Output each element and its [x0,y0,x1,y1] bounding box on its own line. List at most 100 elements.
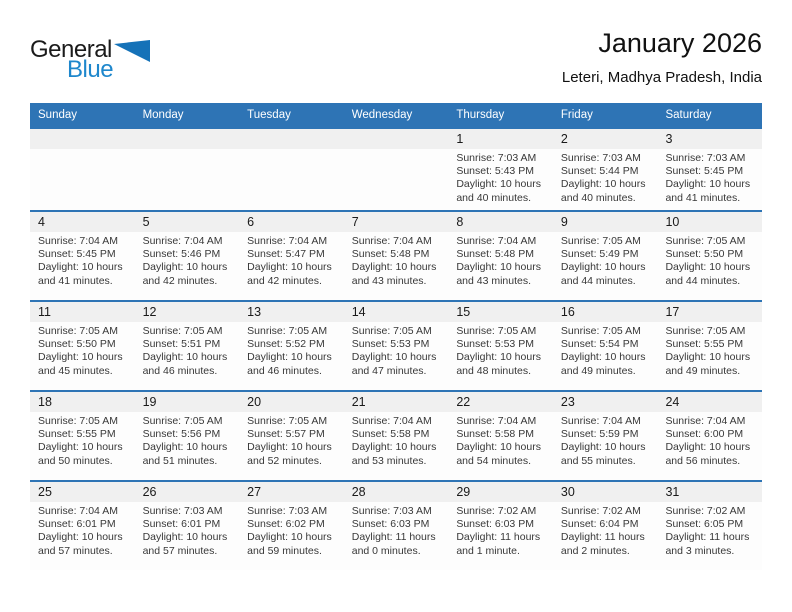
sunset-line: Sunset: 6:00 PM [665,428,744,441]
day-details: Sunrise: 7:04 AM Sunset: 5:48 PM Daylight:… [352,232,444,288]
empty-day-cell [30,129,135,210]
daylight-line: Daylight: 10 hours and 52 minutes. [247,441,332,467]
title-block: January 2026 Leteri, Madhya Pradesh, Ind… [562,28,762,86]
day-details: Sunrise: 7:05 AM Sunset: 5:53 PM Daylight:… [456,322,548,378]
calendar-grid: Sunday Monday Tuesday Wednesday Thursday Frid… [30,103,762,570]
weekday-header-sunday: Sunday [38,109,78,121]
daylight-line: Daylight: 10 hours and 53 minutes. [351,441,437,467]
sunset-line: Sunset: 5:53 PM [456,338,534,351]
sunset-line: Sunset: 6:03 PM [456,518,534,531]
day-number: 5 [142,215,150,229]
sunset-line: Sunset: 5:50 PM [38,338,116,351]
daylight-line: Daylight: 10 hours and 48 minutes. [456,351,541,377]
day-details: Sunrise: 7:03 AM Sunset: 6:01 PM Daylight:… [143,502,235,558]
day-number: 26 [142,485,157,499]
sunrise-line: Sunrise: 7:05 AM [142,415,223,427]
daylight-line: Daylight: 11 hours and 0 minutes. [351,531,436,557]
sunset-line: Sunset: 5:58 PM [351,428,430,441]
day-number: 19 [142,395,157,409]
sunrise-line: Sunrise: 7:05 AM [38,325,118,337]
daylight-line: Daylight: 10 hours and 57 minutes. [38,531,123,557]
sunset-line: Sunset: 5:53 PM [351,338,430,351]
week-row: 1 Sunrise: 7:03 AM Sunset: 5:43 PM Daylight… [30,127,762,210]
weekday-header-wednesday: Wednesday [351,109,413,121]
daylight-line: Daylight: 11 hours and 3 minutes. [665,531,750,557]
day-details: Sunrise: 7:04 AM Sunset: 6:00 PM Daylight:… [665,412,757,468]
daylight-line: Daylight: 10 hours and 40 minutes. [560,178,646,204]
sunset-line: Sunset: 5:46 PM [142,248,221,261]
day-cell-26: 26 Sunrise: 7:03 AM Sunset: 6:01 PM Dayligh… [135,482,240,570]
logo-text-general: General [30,36,112,63]
day-cell-16: 16 Sunrise: 7:05 AM Sunset: 5:54 PM Dayligh… [553,302,658,390]
sunset-line: Sunset: 5:56 PM [142,428,221,441]
daylight-line: Daylight: 10 hours and 47 minutes. [351,351,437,377]
sunrise-line: Sunrise: 7:04 AM [142,235,223,247]
day-details: Sunrise: 7:04 AM Sunset: 5:47 PM Daylight:… [247,232,339,288]
day-number: 20 [247,395,262,409]
sunrise-line: Sunrise: 7:04 AM [351,415,432,427]
sunrise-line: Sunrise: 7:03 AM [247,505,328,517]
day-cell-9: 9 Sunrise: 7:05 AM Sunset: 5:49 PM Daylight… [553,212,658,300]
sunset-line: Sunset: 5:55 PM [38,428,116,441]
day-cell-1: 1 Sunrise: 7:03 AM Sunset: 5:43 PM Daylight… [448,129,553,210]
daylight-line: Daylight: 10 hours and 41 minutes. [665,178,751,204]
sunrise-line: Sunrise: 7:03 AM [665,152,746,164]
daylight-line: Daylight: 10 hours and 43 minutes. [351,261,437,287]
sunset-line: Sunset: 5:49 PM [560,248,639,261]
day-number: 2 [560,132,568,146]
day-number: 9 [560,215,568,229]
day-cell-21: 21 Sunrise: 7:04 AM Sunset: 5:58 PM Dayligh… [344,392,449,480]
daylight-line: Daylight: 10 hours and 57 minutes. [142,531,228,557]
day-details: Sunrise: 7:03 AM Sunset: 6:02 PM Daylight:… [247,502,339,558]
day-number: 16 [560,305,575,319]
day-number: 8 [456,215,464,229]
daylight-line: Daylight: 10 hours and 42 minutes. [247,261,332,287]
sunset-line: Sunset: 6:03 PM [351,518,430,531]
day-details: Sunrise: 7:03 AM Sunset: 5:44 PM Daylight:… [561,149,653,205]
day-details: Sunrise: 7:05 AM Sunset: 5:52 PM Daylight:… [247,322,339,378]
daylight-line: Daylight: 10 hours and 44 minutes. [560,261,646,287]
day-details: Sunrise: 7:02 AM Sunset: 6:05 PM Daylight:… [665,502,757,558]
sunrise-line: Sunrise: 7:02 AM [665,505,746,517]
sunrise-line: Sunrise: 7:05 AM [456,325,537,337]
day-details: Sunrise: 7:05 AM Sunset: 5:55 PM Daylight:… [38,412,130,468]
day-number: 22 [456,395,471,409]
sunrise-line: Sunrise: 7:02 AM [456,505,537,517]
sunrise-line: Sunrise: 7:05 AM [142,325,223,337]
sunset-line: Sunset: 6:02 PM [247,518,325,531]
weekday-header-monday: Monday [142,109,184,121]
daylight-line: Daylight: 10 hours and 43 minutes. [456,261,541,287]
day-number: 11 [38,305,51,319]
daylight-line: Daylight: 10 hours and 46 minutes. [247,351,332,377]
sunrise-line: Sunrise: 7:04 AM [665,415,746,427]
sunrise-line: Sunrise: 7:04 AM [247,235,328,247]
sunrise-line: Sunrise: 7:04 AM [38,235,118,247]
day-details: Sunrise: 7:02 AM Sunset: 6:04 PM Daylight:… [561,502,653,558]
sunrise-line: Sunrise: 7:03 AM [560,152,641,164]
day-cell-18: 18 Sunrise: 7:05 AM Sunset: 5:55 PM Dayligh… [30,392,135,480]
day-cell-20: 20 Sunrise: 7:05 AM Sunset: 5:57 PM Dayligh… [239,392,344,480]
sunset-line: Sunset: 6:05 PM [665,518,744,531]
day-details: Sunrise: 7:05 AM Sunset: 5:51 PM Daylight:… [143,322,235,378]
weekday-header-thursday: Thursday [456,109,505,121]
calendar-weeks: 1 Sunrise: 7:03 AM Sunset: 5:43 PM Daylight… [30,127,762,570]
day-details: Sunrise: 7:05 AM Sunset: 5:54 PM Daylight:… [561,322,653,378]
day-cell-22: 22 Sunrise: 7:04 AM Sunset: 5:58 PM Dayligh… [448,392,553,480]
daylight-line: Daylight: 11 hours and 2 minutes. [560,531,645,557]
day-cell-25: 25 Sunrise: 7:04 AM Sunset: 6:01 PM Dayligh… [30,482,135,570]
sunrise-line: Sunrise: 7:04 AM [351,235,432,247]
day-number: 27 [247,485,262,499]
day-cell-8: 8 Sunrise: 7:04 AM Sunset: 5:48 PM Daylight… [448,212,553,300]
sunset-line: Sunset: 5:51 PM [142,338,221,351]
day-cell-15: 15 Sunrise: 7:05 AM Sunset: 5:53 PM Dayligh… [448,302,553,390]
sunset-line: Sunset: 5:54 PM [560,338,639,351]
day-number: 7 [351,215,359,229]
day-details: Sunrise: 7:04 AM Sunset: 5:46 PM Daylight:… [143,232,235,288]
day-number: 12 [142,305,157,319]
sunset-line: Sunset: 5:50 PM [665,248,744,261]
day-details: Sunrise: 7:05 AM Sunset: 5:50 PM Daylight:… [38,322,130,378]
daylight-line: Daylight: 10 hours and 54 minutes. [456,441,541,467]
day-cell-31: 31 Sunrise: 7:02 AM Sunset: 6:05 PM Dayligh… [657,482,762,570]
day-details: Sunrise: 7:04 AM Sunset: 5:45 PM Daylight:… [38,232,130,288]
weekday-header-row: Sunday Monday Tuesday Wednesday Thursday Frid… [30,103,762,127]
